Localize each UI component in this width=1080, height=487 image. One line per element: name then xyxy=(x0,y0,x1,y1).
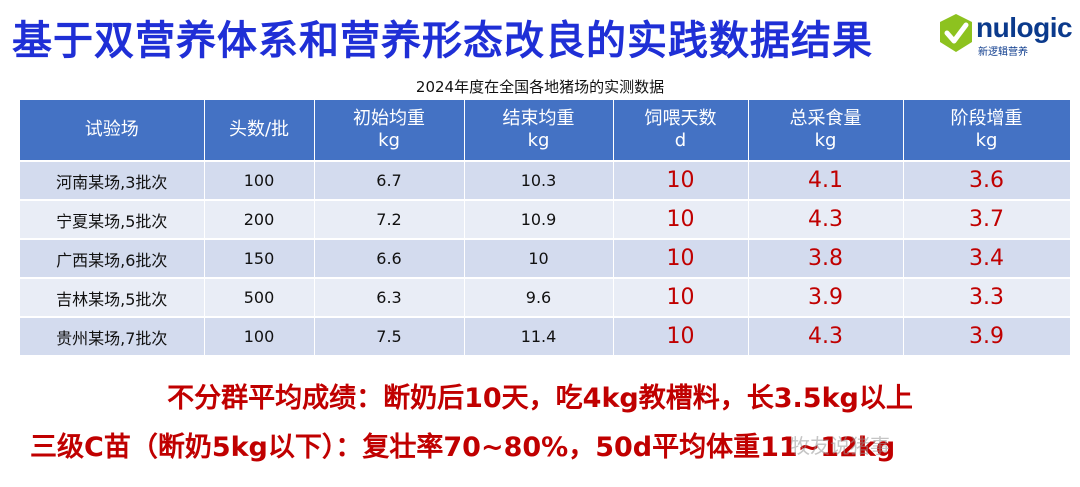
table-cell: 10.9 xyxy=(464,199,614,239)
table-row: 河南某场,3批次 100 6.7 10.3 10 4.1 3.6 xyxy=(20,160,1071,200)
table-cell: 3.7 xyxy=(903,199,1071,239)
logo-wordmark: nulogic xyxy=(976,12,1073,43)
table-cell: 6.6 xyxy=(314,238,465,278)
table-cell: 10 xyxy=(613,277,749,317)
table-cell: 500 xyxy=(204,277,315,317)
table-row: 广西某场,6批次 150 6.6 10 10 3.8 3.4 xyxy=(20,238,1071,278)
table-cell: 3.6 xyxy=(903,160,1071,200)
table-row: 吉林某场,5批次 500 6.3 9.6 10 3.9 3.3 xyxy=(20,277,1071,317)
table-cell: 10 xyxy=(613,199,749,239)
table-cell: 3.9 xyxy=(748,277,904,317)
table-cell: 吉林某场,5批次 xyxy=(20,277,205,317)
table-caption: 2024年度在全国各地猪场的实测数据 xyxy=(415,78,665,96)
watermark-text: 牧友说猪事 xyxy=(790,434,890,458)
page-title: 基于双营养体系和营养形态改良的实践数据结果 xyxy=(12,18,873,64)
table-cell: 贵州某场,7批次 xyxy=(20,316,205,355)
summary-note-1: 不分群平均成绩：断奶后10天，吃4kg教槽料，长3.5kg以上 xyxy=(167,383,913,414)
column-header: 饲喂天数 d xyxy=(613,100,749,161)
table-cell: 宁夏某场,5批次 xyxy=(20,199,205,239)
data-table: 试验场 头数/批 初始均重 kg 结束均重 kg 饲喂天数 d 总采食量 kg 阶段增重… xyxy=(20,100,1071,355)
nulogic-logo: nulogic 新逻辑营养 xyxy=(938,12,1074,58)
table-cell: 3.9 xyxy=(903,316,1071,355)
table-cell: 3.3 xyxy=(903,277,1071,317)
table-cell: 10 xyxy=(464,238,614,278)
table-cell: 10.3 xyxy=(464,160,614,200)
table-cell: 7.5 xyxy=(314,316,465,355)
table-cell: 10 xyxy=(613,238,749,278)
table-cell: 3.8 xyxy=(748,238,904,278)
table-cell: 9.6 xyxy=(464,277,614,317)
table-row: 贵州某场,7批次 100 7.5 11.4 10 4.3 3.9 xyxy=(20,316,1071,355)
table-cell: 6.3 xyxy=(314,277,465,317)
table-cell: 11.4 xyxy=(464,316,614,355)
column-header: 结束均重 kg xyxy=(464,100,614,161)
table-cell: 河南某场,3批次 xyxy=(20,160,205,200)
nulogic-logo-mark-icon xyxy=(940,14,972,52)
column-header: 阶段增重 kg xyxy=(903,100,1071,161)
summary-note-2: 三级C苗（断奶5kg以下）：复壮率70~80%，50d平均体重11~12kg xyxy=(30,432,896,463)
table-cell: 6.7 xyxy=(314,160,465,200)
table-cell: 200 xyxy=(204,199,315,239)
table-cell: 广西某场,6批次 xyxy=(20,238,205,278)
table-row: 宁夏某场,5批次 200 7.2 10.9 10 4.3 3.7 xyxy=(20,199,1071,239)
column-header: 初始均重 kg xyxy=(314,100,465,161)
table-cell: 100 xyxy=(204,316,315,355)
table-cell: 7.2 xyxy=(314,199,465,239)
table-header-row: 试验场 头数/批 初始均重 kg 结束均重 kg 饲喂天数 d 总采食量 kg 阶段增重… xyxy=(20,100,1071,161)
table-cell: 150 xyxy=(204,238,315,278)
logo-subtext: 新逻辑营养 xyxy=(978,47,1028,58)
table-cell: 100 xyxy=(204,160,315,200)
table-cell: 4.3 xyxy=(748,316,904,355)
column-header: 总采食量 kg xyxy=(748,100,904,161)
column-header: 试验场 xyxy=(20,100,205,161)
table-cell: 10 xyxy=(613,316,749,355)
column-header: 头数/批 xyxy=(204,100,315,161)
table-cell: 3.4 xyxy=(903,238,1071,278)
table-cell: 4.1 xyxy=(748,160,904,200)
table-cell: 4.3 xyxy=(748,199,904,239)
table-cell: 10 xyxy=(613,160,749,200)
